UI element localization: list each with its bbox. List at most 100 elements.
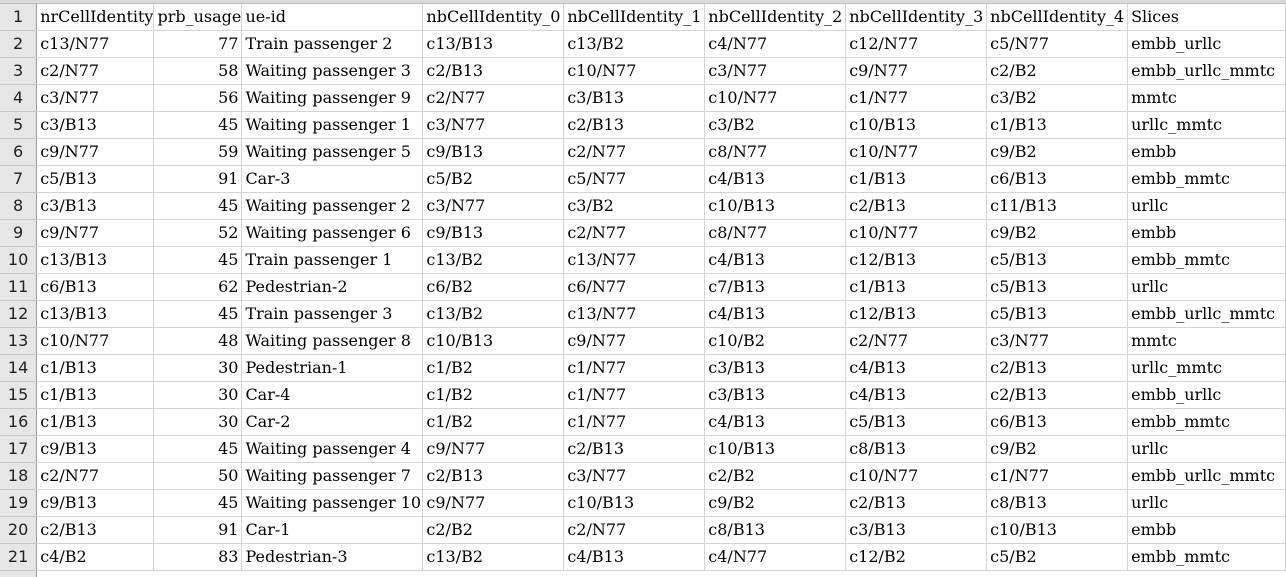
cell-nbcellidentity-0[interactable]: c6/B2 xyxy=(422,273,565,301)
cell-nbcellidentity-1[interactable]: c9/N77 xyxy=(563,327,706,355)
cell-nbcellidentity-4[interactable]: c1/N77 xyxy=(986,462,1129,490)
cell-nbcellidentity-3[interactable]: c2/N77 xyxy=(845,327,988,355)
cell-prb-usage[interactable]: 56 xyxy=(153,84,243,112)
cell-nbcellidentity-0[interactable]: c13/B13 xyxy=(422,30,565,58)
cell-prb-usage[interactable]: 45 xyxy=(153,246,243,274)
cell-nbcellidentity-0[interactable]: c9/N77 xyxy=(422,435,565,463)
cell-nbcellidentity-1[interactable]: c10/N77 xyxy=(563,57,706,85)
cell-nbcellidentity-0[interactable]: c1/B2 xyxy=(422,354,565,382)
cell-ue-id[interactable]: Waiting passenger 6 xyxy=(241,219,424,247)
cell-nrcellidentity[interactable]: c2/B13 xyxy=(36,516,155,544)
cell-ue-id[interactable]: Car-2 xyxy=(241,408,424,436)
cell-nbcellidentity-4[interactable]: c5/N77 xyxy=(986,30,1129,58)
cell-nrcellidentity[interactable]: c9/B13 xyxy=(36,435,155,463)
cell-nrcellidentity[interactable]: c9/N77 xyxy=(36,138,155,166)
cell-nbcellidentity-1[interactable]: c2/N77 xyxy=(563,516,706,544)
cell-nbcellidentity-2[interactable]: c4/B13 xyxy=(704,408,847,436)
cell-slices[interactable]: mmtc xyxy=(1127,84,1286,112)
cell-nbcellidentity-1[interactable]: c2/N77 xyxy=(563,138,706,166)
cell-nbcellidentity-1[interactable]: c2/B13 xyxy=(563,111,706,139)
cell-slices[interactable]: embb_urllc_mmtc xyxy=(1127,57,1286,85)
header-cell-ue-id[interactable]: ue-id xyxy=(241,4,424,31)
cell-nbcellidentity-2[interactable]: c4/N77 xyxy=(704,30,847,58)
cell-nbcellidentity-3[interactable]: c3/B13 xyxy=(845,516,988,544)
cell-nbcellidentity-2[interactable]: c10/B2 xyxy=(704,327,847,355)
cell-slices[interactable]: embb_urllc_mmtc xyxy=(1127,462,1286,490)
cell-nbcellidentity-2[interactable]: c7/B13 xyxy=(704,273,847,301)
cell-nbcellidentity-3[interactable]: c12/B2 xyxy=(845,543,988,571)
cell-nbcellidentity-3[interactable]: c5/B13 xyxy=(845,408,988,436)
cell-nbcellidentity-1[interactable]: c10/B13 xyxy=(563,489,706,517)
cell-nrcellidentity[interactable]: c4/B2 xyxy=(36,543,155,571)
spreadsheet-grid[interactable]: 1 nrCellIdentity prb_usage ue-id nbCellIdent… xyxy=(0,4,1286,571)
cell-nbcellidentity-2[interactable]: c3/N77 xyxy=(704,57,847,85)
cell-nbcellidentity-0[interactable]: c9/N77 xyxy=(422,489,565,517)
cell-nbcellidentity-3[interactable]: c2/B13 xyxy=(845,489,988,517)
cell-prb-usage[interactable]: 58 xyxy=(153,57,243,85)
cell-nbcellidentity-2[interactable]: c3/B2 xyxy=(704,111,847,139)
cell-nbcellidentity-2[interactable]: c4/N77 xyxy=(704,543,847,571)
cell-prb-usage[interactable]: 91 xyxy=(153,165,243,193)
cell-nrcellidentity[interactable]: c10/N77 xyxy=(36,327,155,355)
cell-prb-usage[interactable]: 45 xyxy=(153,489,243,517)
cell-nrcellidentity[interactable]: c9/B13 xyxy=(36,489,155,517)
cell-nbcellidentity-2[interactable]: c8/N77 xyxy=(704,219,847,247)
cell-nbcellidentity-2[interactable]: c2/B2 xyxy=(704,462,847,490)
cell-nbcellidentity-3[interactable]: c1/B13 xyxy=(845,165,988,193)
cell-ue-id[interactable]: Car-4 xyxy=(241,381,424,409)
cell-ue-id[interactable]: Pedestrian-3 xyxy=(241,543,424,571)
cell-nbcellidentity-2[interactable]: c10/B13 xyxy=(704,192,847,220)
cell-nbcellidentity-1[interactable]: c1/N77 xyxy=(563,381,706,409)
row-number[interactable]: 16 xyxy=(0,408,38,436)
cell-nbcellidentity-3[interactable]: c10/N77 xyxy=(845,138,988,166)
cell-ue-id[interactable]: Waiting passenger 7 xyxy=(241,462,424,490)
cell-nrcellidentity[interactable]: c2/N77 xyxy=(36,57,155,85)
cell-nbcellidentity-3[interactable]: c8/B13 xyxy=(845,435,988,463)
row-number[interactable]: 10 xyxy=(0,246,38,274)
cell-nbcellidentity-3[interactable]: c4/B13 xyxy=(845,381,988,409)
row-number[interactable]: 7 xyxy=(0,165,38,193)
cell-nbcellidentity-4[interactable]: c5/B13 xyxy=(986,273,1129,301)
row-number[interactable]: 8 xyxy=(0,192,38,220)
cell-slices[interactable]: urllc xyxy=(1127,192,1286,220)
cell-ue-id[interactable]: Waiting passenger 5 xyxy=(241,138,424,166)
cell-ue-id[interactable]: Waiting passenger 2 xyxy=(241,192,424,220)
row-number[interactable]: 19 xyxy=(0,489,38,517)
cell-nbcellidentity-3[interactable]: c9/N77 xyxy=(845,57,988,85)
header-cell-prb-usage[interactable]: prb_usage xyxy=(153,4,243,31)
cell-prb-usage[interactable]: 45 xyxy=(153,435,243,463)
row-number[interactable]: 6 xyxy=(0,138,38,166)
row-number[interactable]: 15 xyxy=(0,381,38,409)
cell-nbcellidentity-4[interactable]: c3/B2 xyxy=(986,84,1129,112)
cell-nbcellidentity-4[interactable]: c11/B13 xyxy=(986,192,1129,220)
cell-nbcellidentity-0[interactable]: c2/B13 xyxy=(422,57,565,85)
cell-prb-usage[interactable]: 45 xyxy=(153,300,243,328)
cell-nrcellidentity[interactable]: c3/N77 xyxy=(36,84,155,112)
cell-nbcellidentity-4[interactable]: c5/B2 xyxy=(986,543,1129,571)
cell-nbcellidentity-0[interactable]: c5/B2 xyxy=(422,165,565,193)
cell-nbcellidentity-4[interactable]: c8/B13 xyxy=(986,489,1129,517)
row-number[interactable]: 13 xyxy=(0,327,38,355)
cell-slices[interactable]: urllc xyxy=(1127,273,1286,301)
cell-nbcellidentity-1[interactable]: c3/B2 xyxy=(563,192,706,220)
cell-ue-id[interactable]: Pedestrian-1 xyxy=(241,354,424,382)
cell-ue-id[interactable]: Waiting passenger 4 xyxy=(241,435,424,463)
cell-nbcellidentity-0[interactable]: c1/B2 xyxy=(422,408,565,436)
cell-nbcellidentity-0[interactable]: c9/B13 xyxy=(422,138,565,166)
cell-slices[interactable]: mmtc xyxy=(1127,327,1286,355)
cell-nbcellidentity-4[interactable]: c10/B13 xyxy=(986,516,1129,544)
cell-nrcellidentity[interactable]: c9/N77 xyxy=(36,219,155,247)
cell-nbcellidentity-2[interactable]: c10/B13 xyxy=(704,435,847,463)
cell-nbcellidentity-0[interactable]: c2/N77 xyxy=(422,84,565,112)
cell-nbcellidentity-2[interactable]: c4/B13 xyxy=(704,246,847,274)
cell-nbcellidentity-1[interactable]: c13/N77 xyxy=(563,246,706,274)
cell-ue-id[interactable]: Waiting passenger 9 xyxy=(241,84,424,112)
cell-nbcellidentity-1[interactable]: c13/B2 xyxy=(563,30,706,58)
cell-slices[interactable]: embb_mmtc xyxy=(1127,246,1286,274)
cell-prb-usage[interactable]: 91 xyxy=(153,516,243,544)
cell-nbcellidentity-3[interactable]: c2/B13 xyxy=(845,192,988,220)
header-cell-slices[interactable]: Slices xyxy=(1127,4,1286,31)
row-number[interactable]: 4 xyxy=(0,84,38,112)
cell-nbcellidentity-2[interactable]: c8/B13 xyxy=(704,516,847,544)
cell-nbcellidentity-1[interactable]: c1/N77 xyxy=(563,354,706,382)
